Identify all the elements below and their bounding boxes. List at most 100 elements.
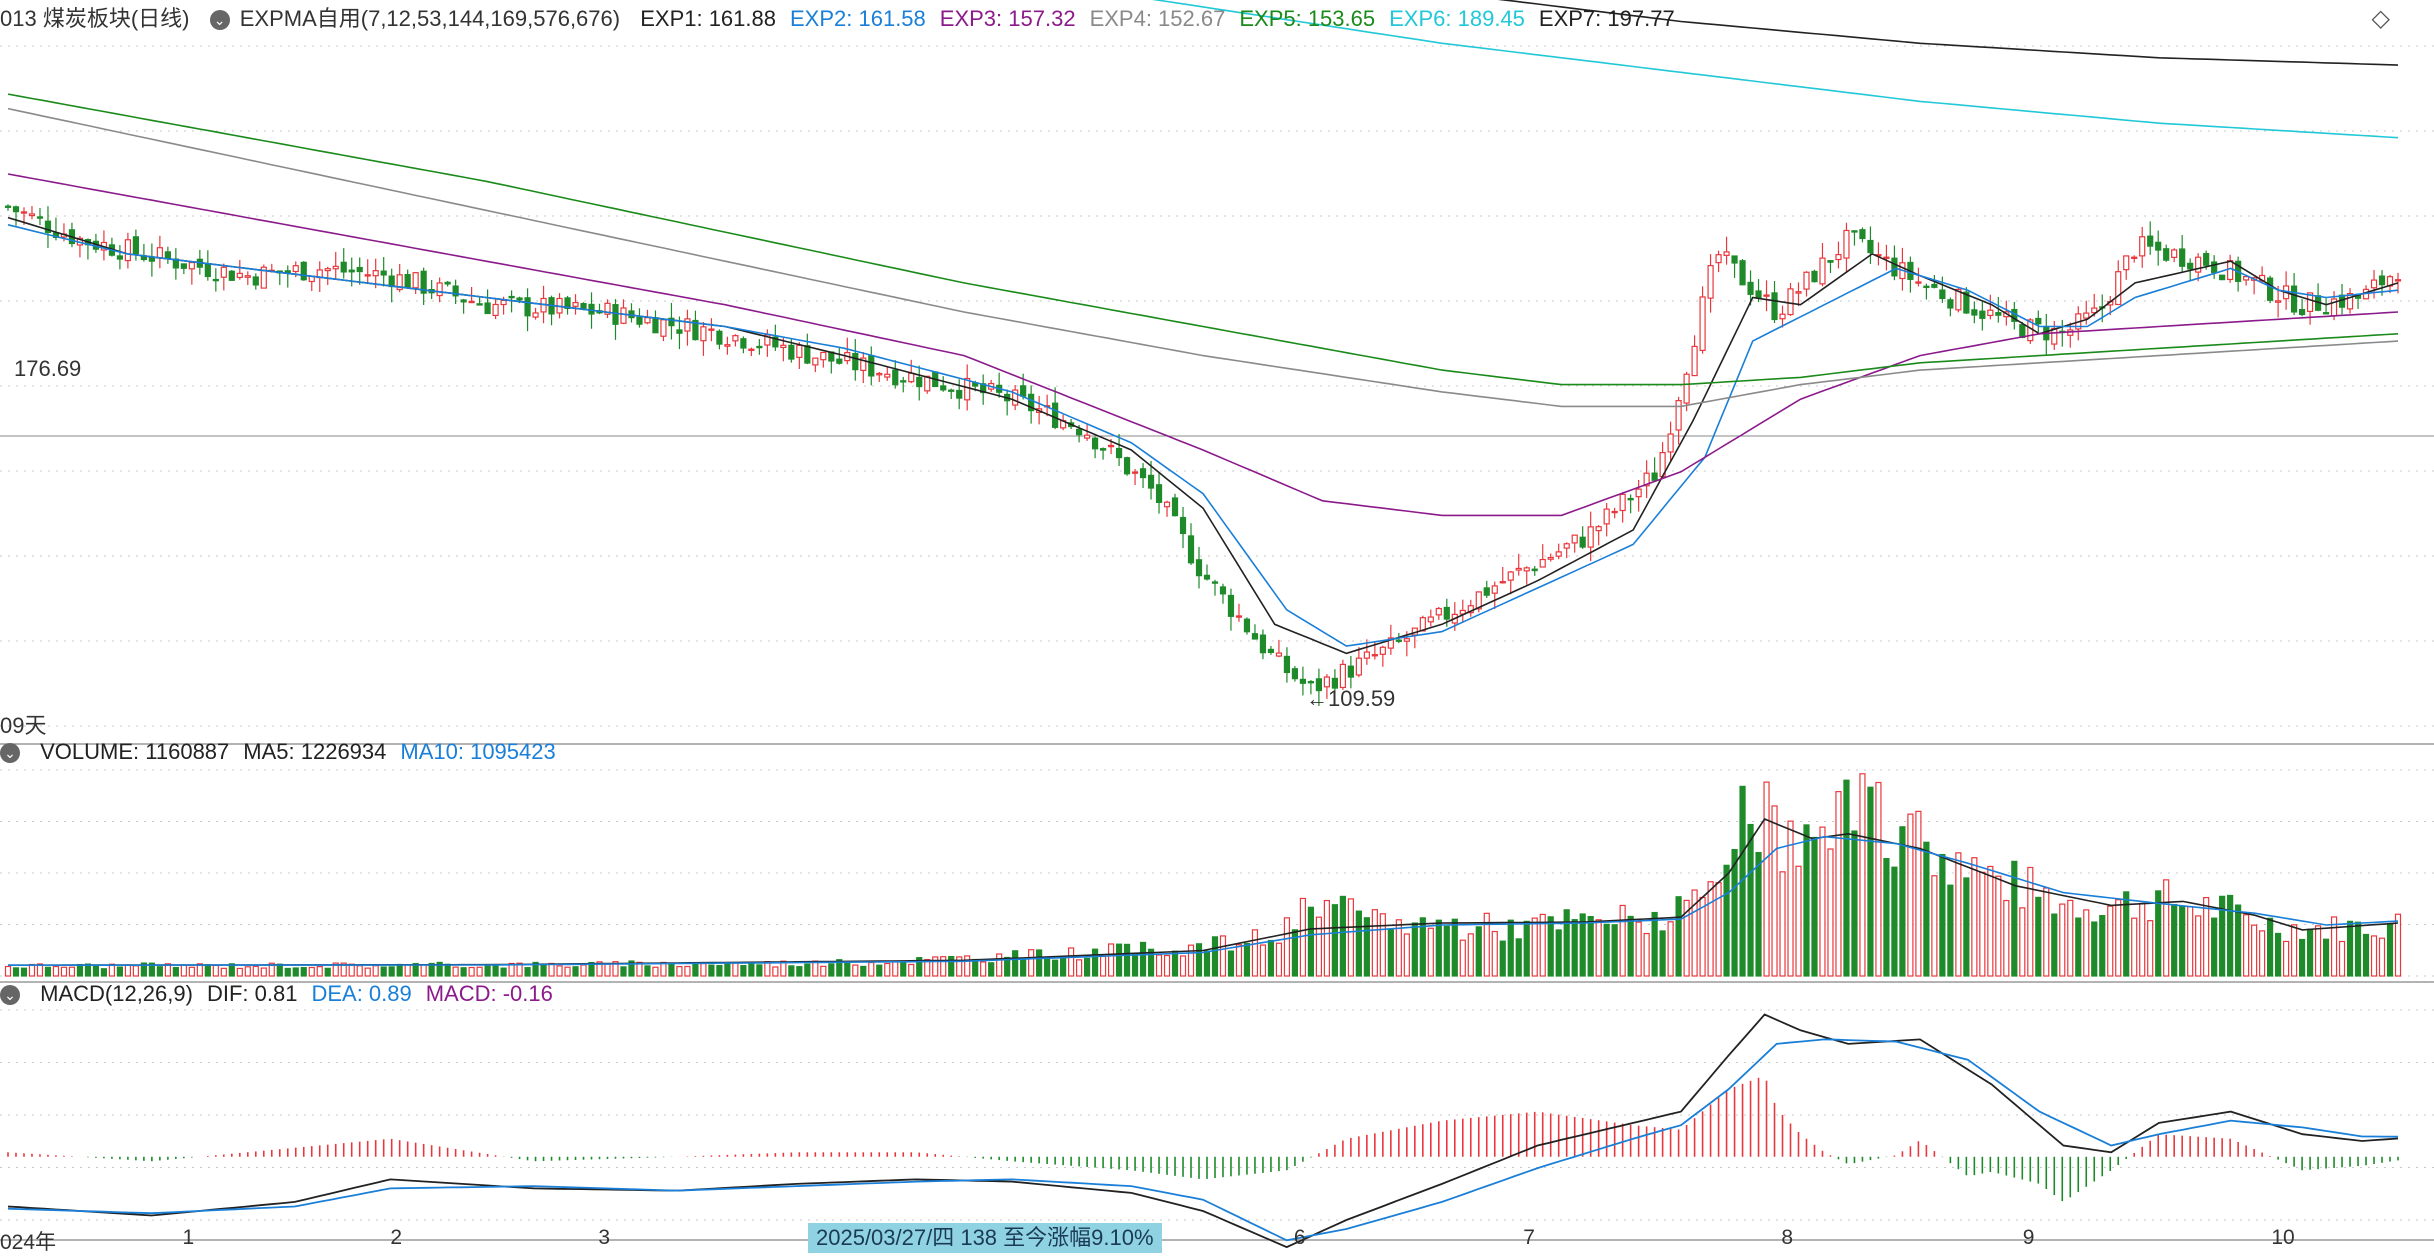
volume-bar bbox=[116, 966, 124, 977]
volume-bar bbox=[1771, 805, 1778, 977]
volume-menu-icon[interactable]: ⌄ bbox=[0, 743, 20, 764]
candle-body bbox=[644, 317, 651, 324]
volume-bar bbox=[636, 961, 643, 977]
candle-body bbox=[620, 307, 627, 324]
volume-bar bbox=[196, 963, 203, 977]
candle-body bbox=[1083, 434, 1091, 439]
candle-body bbox=[2275, 300, 2282, 303]
candle-body bbox=[1603, 508, 1610, 525]
candle-body bbox=[1779, 313, 1786, 320]
volume-bar bbox=[1755, 851, 1762, 977]
volume-bar bbox=[876, 964, 883, 977]
volume-value-0: VOLUME: 1160887 bbox=[40, 739, 230, 764]
volume-bar bbox=[276, 963, 283, 977]
volume-bar bbox=[1795, 865, 1802, 977]
macd-dea-line bbox=[7, 1038, 2399, 1242]
volume-bar bbox=[2314, 925, 2322, 977]
volume-bar bbox=[396, 963, 403, 977]
price-panel bbox=[4, 0, 2402, 707]
volume-bar bbox=[1643, 932, 1650, 977]
candle-body bbox=[1203, 574, 1211, 580]
volume-bar bbox=[1299, 897, 1307, 977]
candle-body bbox=[2035, 317, 2042, 325]
volume-bar bbox=[1267, 939, 1275, 977]
x-tick-label: 6 bbox=[1293, 1226, 1306, 1249]
volume-bar bbox=[2203, 896, 2210, 977]
candle-body bbox=[1971, 309, 1978, 316]
volume-bar bbox=[1539, 913, 1546, 977]
volume-bar bbox=[1283, 917, 1291, 977]
candle-body bbox=[1491, 585, 1498, 594]
candle-body bbox=[1995, 312, 2002, 316]
volume-bar bbox=[2139, 902, 2146, 977]
volume-bar bbox=[316, 965, 323, 977]
candle-body bbox=[2179, 248, 2186, 267]
candle-body bbox=[1475, 591, 1482, 610]
volume-bar bbox=[300, 967, 307, 977]
volume-bar bbox=[252, 965, 259, 977]
candle-body bbox=[1155, 484, 1163, 503]
volume-bar bbox=[76, 964, 84, 977]
volume-value-2: MA10: 1095423 bbox=[400, 739, 556, 764]
candle-body bbox=[1283, 655, 1291, 674]
candle-body bbox=[2306, 292, 2314, 312]
candle-body bbox=[788, 344, 795, 360]
candle-body bbox=[1179, 516, 1187, 535]
candle-body bbox=[36, 216, 44, 219]
volume-bar bbox=[1923, 841, 1930, 977]
candle-body bbox=[1851, 230, 1858, 233]
volume-bar bbox=[1235, 944, 1243, 977]
candle-body bbox=[1443, 606, 1450, 620]
volume-bar bbox=[740, 965, 747, 977]
volume-bar bbox=[500, 967, 507, 977]
volume-bar bbox=[668, 962, 675, 977]
candle-body bbox=[1275, 652, 1283, 657]
candle-body bbox=[1563, 543, 1570, 549]
candle-body bbox=[2195, 256, 2202, 273]
volume-bar bbox=[628, 960, 635, 977]
candle-body bbox=[1699, 296, 1706, 351]
volume-bar bbox=[644, 965, 651, 977]
volume-bar bbox=[1291, 929, 1299, 977]
volume-bar bbox=[2059, 903, 2066, 977]
volume-bar bbox=[548, 962, 555, 977]
volume-bar bbox=[1004, 956, 1011, 977]
volume-bar bbox=[1395, 919, 1402, 977]
volume-bar bbox=[2163, 879, 2170, 977]
x-tick-label: 8 bbox=[1781, 1226, 1794, 1249]
volume-bar bbox=[1179, 955, 1187, 977]
volume-bar bbox=[492, 965, 499, 977]
candle-body bbox=[812, 357, 819, 366]
candle-body bbox=[1052, 402, 1059, 428]
volume-bar bbox=[860, 965, 867, 977]
candle-body bbox=[1547, 556, 1554, 560]
candle-body bbox=[1267, 648, 1275, 654]
candle-body bbox=[2147, 235, 2154, 247]
volume-bar bbox=[460, 967, 467, 977]
volume-bar bbox=[484, 963, 491, 977]
volume-bar bbox=[1020, 958, 1027, 977]
candle-body bbox=[1363, 651, 1370, 659]
candle-body bbox=[836, 358, 843, 364]
indicator-menu-icon[interactable]: ⌄ bbox=[209, 10, 230, 31]
indicator-name[interactable]: EXPMA自用(7,12,53,144,169,576,676) bbox=[239, 6, 621, 31]
diamond-icon[interactable]: ◇ bbox=[2371, 5, 2390, 32]
volume-bar bbox=[1068, 947, 1075, 977]
candle-body bbox=[2346, 293, 2354, 310]
volume-bar bbox=[1275, 942, 1283, 977]
ema-line-EXP7 bbox=[1497, 0, 2399, 66]
candle-body bbox=[204, 263, 211, 278]
candle-body bbox=[2131, 256, 2138, 259]
volume-bar bbox=[1723, 864, 1730, 977]
volume-bar bbox=[268, 962, 275, 977]
instrument-title: 013 煤炭板块(日线) bbox=[0, 6, 190, 31]
candle-body bbox=[1123, 457, 1131, 475]
volume-bar bbox=[156, 966, 163, 977]
macd-menu-icon[interactable]: ⌄ bbox=[0, 985, 20, 1006]
candle-body bbox=[924, 375, 931, 392]
volume-bar bbox=[1843, 779, 1850, 977]
volume-bar bbox=[2019, 907, 2026, 977]
candle-body bbox=[1611, 510, 1618, 514]
volume-bar bbox=[1052, 959, 1059, 977]
grid-lines bbox=[0, 45, 2434, 1241]
